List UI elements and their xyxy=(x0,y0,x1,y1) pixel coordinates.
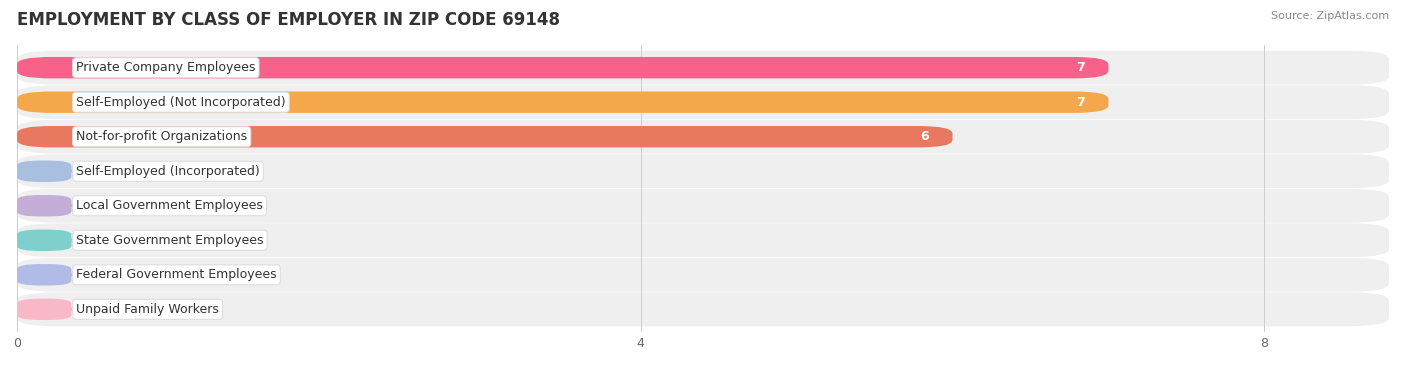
FancyBboxPatch shape xyxy=(17,293,1389,326)
Circle shape xyxy=(18,131,72,143)
Text: 7: 7 xyxy=(1077,96,1085,109)
Circle shape xyxy=(18,166,72,177)
FancyBboxPatch shape xyxy=(17,189,1389,223)
Text: Private Company Employees: Private Company Employees xyxy=(76,61,256,74)
Text: 7: 7 xyxy=(1077,61,1085,74)
Text: Federal Government Employees: Federal Government Employees xyxy=(76,268,277,281)
Circle shape xyxy=(18,234,72,246)
FancyBboxPatch shape xyxy=(17,161,72,182)
FancyBboxPatch shape xyxy=(17,120,1389,154)
FancyBboxPatch shape xyxy=(17,223,1389,257)
Circle shape xyxy=(18,62,72,74)
Circle shape xyxy=(18,200,72,211)
FancyBboxPatch shape xyxy=(17,126,952,147)
FancyBboxPatch shape xyxy=(17,264,72,285)
FancyBboxPatch shape xyxy=(17,258,1389,292)
Circle shape xyxy=(18,303,72,315)
FancyBboxPatch shape xyxy=(17,230,72,251)
FancyBboxPatch shape xyxy=(17,51,1389,84)
FancyBboxPatch shape xyxy=(17,299,72,320)
Text: 0: 0 xyxy=(90,234,98,247)
Text: EMPLOYMENT BY CLASS OF EMPLOYER IN ZIP CODE 69148: EMPLOYMENT BY CLASS OF EMPLOYER IN ZIP C… xyxy=(17,11,560,29)
Text: 0: 0 xyxy=(90,199,98,212)
Text: Self-Employed (Not Incorporated): Self-Employed (Not Incorporated) xyxy=(76,96,285,109)
Text: 6: 6 xyxy=(921,130,929,143)
Text: 0: 0 xyxy=(90,303,98,316)
Text: State Government Employees: State Government Employees xyxy=(76,234,264,247)
Text: Source: ZipAtlas.com: Source: ZipAtlas.com xyxy=(1271,11,1389,21)
FancyBboxPatch shape xyxy=(17,57,1108,78)
Circle shape xyxy=(18,269,72,280)
Text: Local Government Employees: Local Government Employees xyxy=(76,199,263,212)
FancyBboxPatch shape xyxy=(17,154,1389,188)
FancyBboxPatch shape xyxy=(17,92,1108,113)
Circle shape xyxy=(18,97,72,108)
Text: 0: 0 xyxy=(90,268,98,281)
Text: Self-Employed (Incorporated): Self-Employed (Incorporated) xyxy=(76,165,260,178)
Text: Unpaid Family Workers: Unpaid Family Workers xyxy=(76,303,219,316)
Text: Not-for-profit Organizations: Not-for-profit Organizations xyxy=(76,130,247,143)
FancyBboxPatch shape xyxy=(17,195,72,216)
FancyBboxPatch shape xyxy=(17,85,1389,119)
Text: 0: 0 xyxy=(90,165,98,178)
